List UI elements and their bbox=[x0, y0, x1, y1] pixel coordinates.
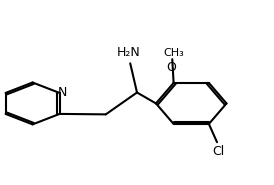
Text: Cl: Cl bbox=[212, 145, 224, 158]
Text: CH₃: CH₃ bbox=[163, 48, 184, 58]
Text: O: O bbox=[166, 61, 176, 74]
Text: H₂N: H₂N bbox=[117, 46, 141, 59]
Text: N: N bbox=[58, 85, 67, 99]
